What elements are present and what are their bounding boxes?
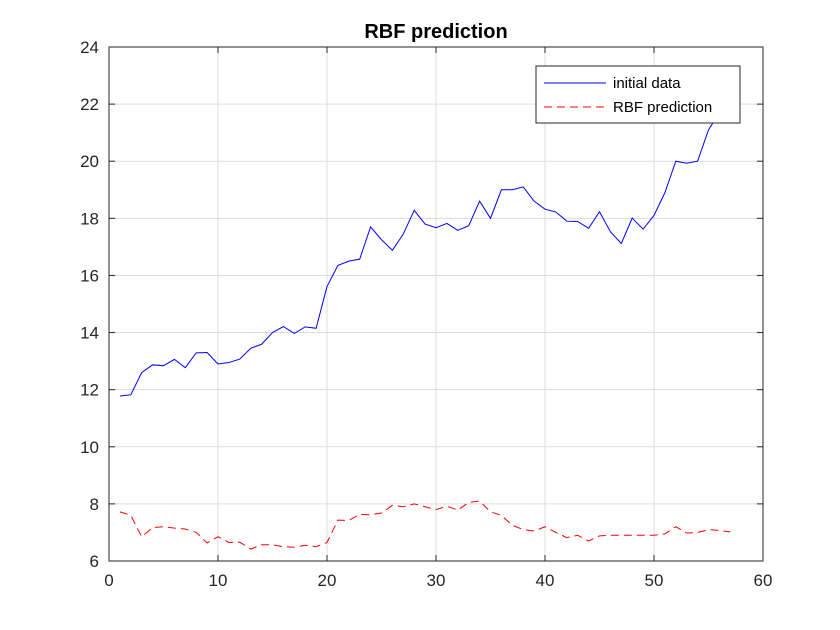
series-layer <box>119 66 731 550</box>
y-tick-label: 24 <box>80 38 99 57</box>
legend-label: initial data <box>613 75 681 92</box>
x-tick-label: 30 <box>427 571 446 590</box>
y-tick-label: 20 <box>80 152 99 171</box>
ticks: 0 10 20 30 40 50 60 6 8 10 12 14 16 18 20 22 24 <box>80 38 772 590</box>
x-tick-label: 20 <box>318 571 337 590</box>
legend-label: RBF prediction <box>613 99 712 116</box>
y-tick-label: 10 <box>80 438 99 457</box>
x-tick-label: 50 <box>645 571 664 590</box>
chart-title: RBF prediction <box>364 21 507 43</box>
series-line-rbf-prediction <box>119 500 731 550</box>
y-tick-label: 16 <box>80 266 99 285</box>
series-line-initial-data <box>119 66 731 397</box>
y-tick-label: 14 <box>80 324 99 343</box>
x-tick-label: 40 <box>536 571 555 590</box>
legend: initial data RBF prediction <box>535 65 741 124</box>
x-tick-label: 10 <box>209 571 228 590</box>
y-tick-label: 8 <box>90 495 99 514</box>
y-tick-label: 6 <box>90 552 99 571</box>
x-tick-label: 0 <box>104 571 113 590</box>
x-tick-label: 60 <box>754 571 773 590</box>
legend-box <box>535 65 741 124</box>
y-tick-label: 22 <box>80 95 99 114</box>
y-tick-label: 12 <box>80 381 99 400</box>
y-tick-label: 18 <box>80 209 99 228</box>
grid <box>109 47 763 561</box>
